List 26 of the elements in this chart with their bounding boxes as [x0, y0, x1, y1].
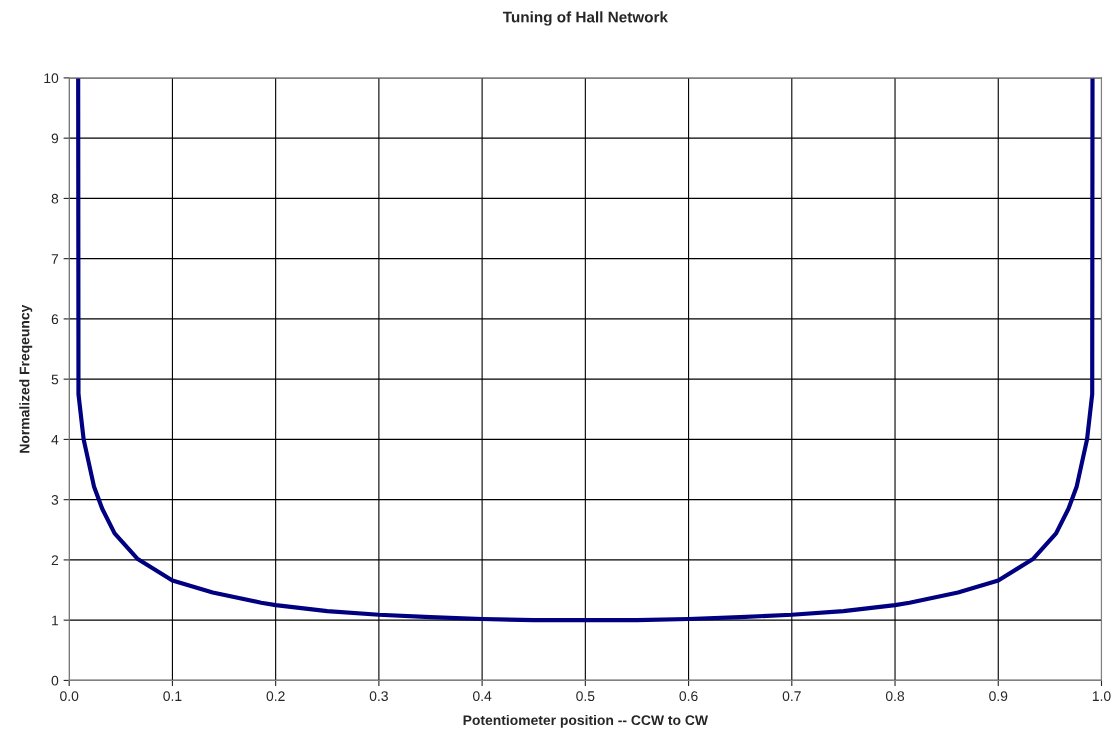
y-tick-label: 5 — [51, 374, 59, 385]
y-tick-label: 10 — [44, 73, 59, 84]
y-tick-label: 1 — [52, 615, 59, 626]
x-tick-label: 0.2 — [266, 691, 285, 702]
x-tick-label: 0.9 — [989, 691, 1008, 702]
x-tick-label: 0.6 — [679, 691, 698, 702]
x-tick-label: 0.4 — [473, 691, 492, 702]
y-tick-label: 4 — [51, 434, 59, 445]
y-tick-label: 6 — [51, 314, 59, 325]
x-tick-label: 0.5 — [576, 691, 595, 702]
y-tick-label: 0 — [51, 675, 59, 686]
x-tick-label: 0.7 — [782, 691, 801, 702]
x-tick-label: 1.0 — [1092, 691, 1111, 702]
y-tick-label: 7 — [51, 254, 59, 264]
y-tick-label: 8 — [51, 193, 59, 204]
x-tick-label: 0.3 — [369, 691, 388, 702]
x-axis-title: Potentiometer position -- CCW to CW — [463, 714, 708, 728]
x-tick-label: 0.1 — [163, 691, 182, 702]
x-tick-label: 0.0 — [60, 691, 79, 702]
y-tick-label: 3 — [51, 495, 59, 505]
y-axis-title: Normalized Freqeuncy — [19, 304, 33, 453]
line-series — [76, 77, 1095, 623]
y-tick-label: 2 — [51, 555, 59, 565]
chart-title: Tuning of Hall Network — [502, 11, 668, 26]
y-tick-label: 9 — [51, 133, 59, 144]
x-tick-label: 0.8 — [885, 691, 905, 702]
